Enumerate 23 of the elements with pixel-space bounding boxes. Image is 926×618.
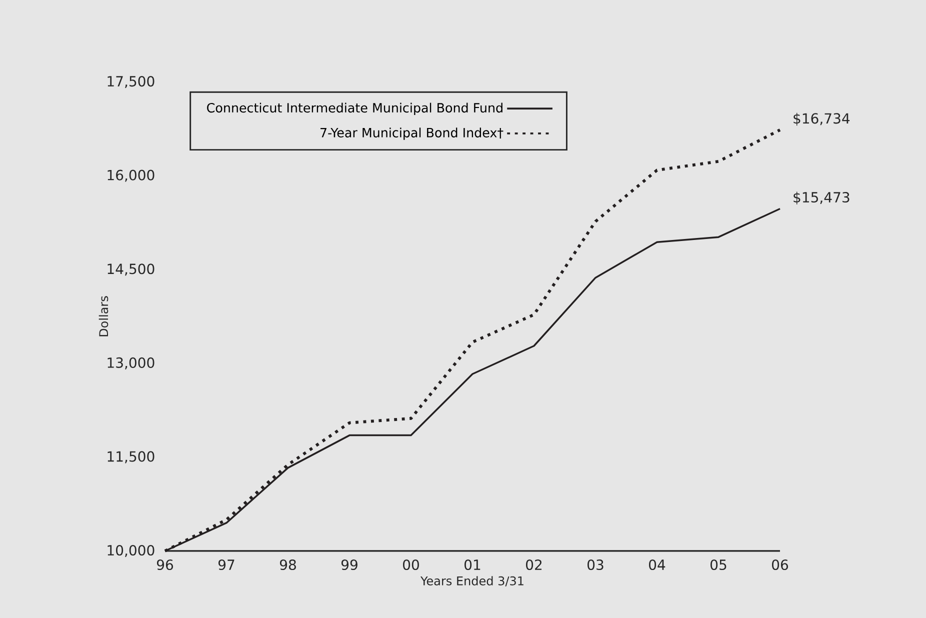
data-label: $15,473 <box>794 192 850 204</box>
y-tick-label: 14,500 <box>108 264 154 276</box>
x-axis-title: Years Ended 3/31 <box>420 576 524 586</box>
x-tick-label: 98 <box>280 559 296 570</box>
legend-label: Connecticut Intermediate Municipal Bond Fund <box>207 102 502 116</box>
x-tick-label: 99 <box>341 559 358 570</box>
x-tick-label: 00 <box>403 559 419 570</box>
x-tick-label: 05 <box>710 559 726 570</box>
x-tick-label: 04 <box>649 559 666 570</box>
y-tick-label: 17,500 <box>108 76 154 88</box>
y-tick-label: 16,000 <box>108 170 154 182</box>
x-tick-label: 06 <box>772 559 788 570</box>
x-tick-label: 01 <box>464 559 480 570</box>
y-tick-label: 10,000 <box>108 544 154 557</box>
x-tick-label: 96 <box>156 559 174 570</box>
data-label: $16,734 <box>794 112 850 126</box>
y-tick-label: 13,000 <box>108 357 154 370</box>
legend-label: 7-Year Municipal Bond Index† <box>320 128 504 140</box>
x-tick-label: 97 <box>218 559 234 570</box>
x-tick-label: 02 <box>526 559 542 570</box>
y-axis-title: Dollars <box>98 296 108 336</box>
x-tick-label: 03 <box>588 559 604 570</box>
y-tick-label: 11,500 <box>108 451 154 464</box>
